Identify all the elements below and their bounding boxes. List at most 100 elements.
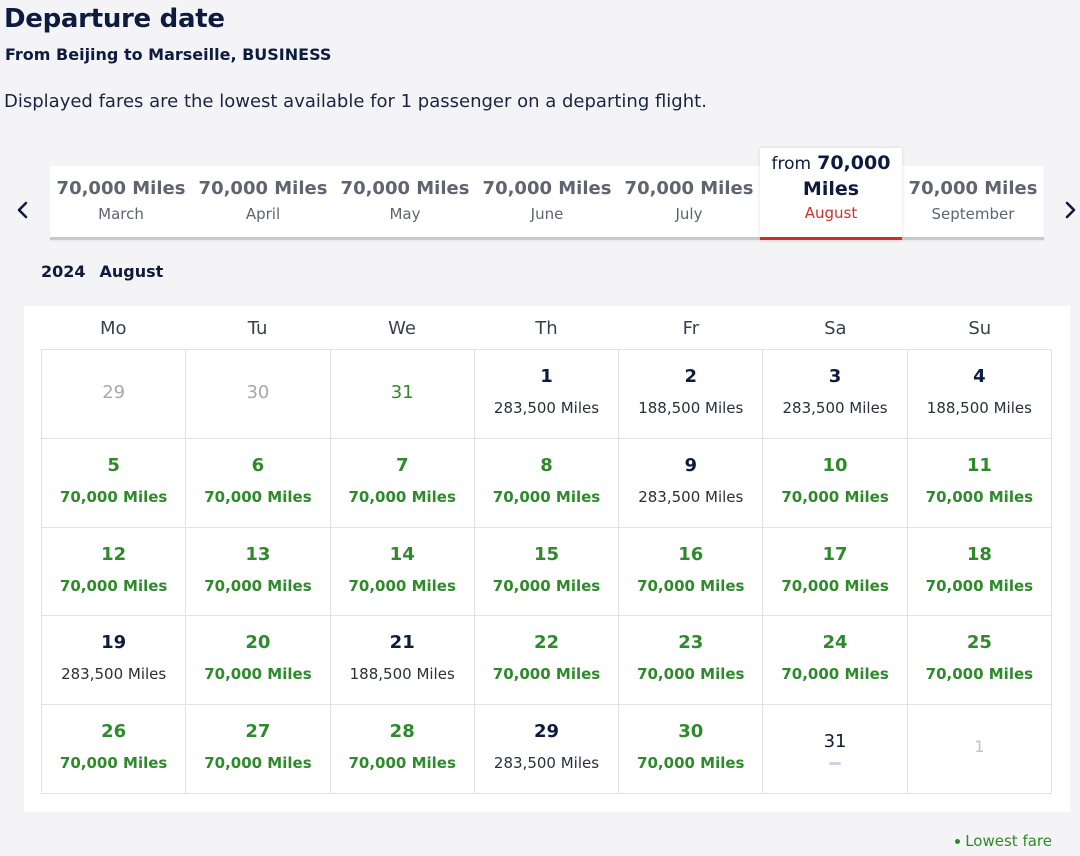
day-number: 31 xyxy=(390,382,414,403)
day-number: 29 xyxy=(533,721,560,743)
day-number: 5 xyxy=(107,454,120,476)
calendar-day[interactable]: 28 70,000 Miles xyxy=(330,705,475,794)
day-number: 11 xyxy=(966,454,992,476)
month-miles: 70,000 Miles xyxy=(482,178,612,199)
calendar-day[interactable]: 15 70,000 Miles xyxy=(474,527,620,617)
calendar-day: 30 xyxy=(186,350,331,439)
active-month-price: from 70,000 xyxy=(760,152,902,174)
weekday-label: Sa xyxy=(824,318,847,339)
calendar-day[interactable]: 2 188,500 Miles xyxy=(619,350,764,439)
day-number: 15 xyxy=(533,543,560,565)
weekday-label: We xyxy=(388,318,416,339)
day-price: 283,500 Miles xyxy=(493,399,600,417)
day-number: 26 xyxy=(101,721,127,743)
day-number: 21 xyxy=(389,632,415,654)
day-price: 70,000 Miles xyxy=(492,665,601,684)
day-number: 4 xyxy=(973,366,986,387)
calendar-day[interactable]: 31 xyxy=(330,350,475,439)
calendar-day[interactable]: 14 70,000 Miles xyxy=(330,527,475,617)
calendar-day[interactable]: 10 70,000 Miles xyxy=(763,438,908,528)
calendar-day[interactable]: 23 70,000 Miles xyxy=(619,616,764,706)
calendar-day[interactable]: 26 70,000 Miles xyxy=(42,705,187,794)
day-price: 70,000 Miles xyxy=(492,576,601,595)
calendar-day[interactable]: 1 283,500 Miles xyxy=(474,350,620,439)
day-number: 13 xyxy=(245,543,271,565)
day-number: 30 xyxy=(246,382,270,403)
month-miles: 70,000 Miles xyxy=(908,178,1038,199)
calendar-day: 1 xyxy=(907,705,1052,794)
calendar-year: 2024 xyxy=(41,262,86,281)
day-price: 70,000 Miles xyxy=(204,754,312,773)
active-month-prefix: from xyxy=(771,154,812,174)
calendar-panel xyxy=(24,306,1070,812)
calendar-day[interactable]: 6 70,000 Miles xyxy=(186,438,331,528)
day-price: 70,000 Miles xyxy=(925,576,1034,595)
month-tab-april[interactable]: 70,000 Miles April xyxy=(192,166,334,238)
calendar-day[interactable]: 4 188,500 Miles xyxy=(907,350,1052,439)
calendar-day[interactable]: 19 283,500 Miles xyxy=(42,616,187,706)
calendar-day[interactable]: 31 xyxy=(763,705,908,794)
weekday-label: Su xyxy=(968,318,992,339)
calendar-day[interactable]: 18 70,000 Miles xyxy=(907,527,1052,617)
day-number: 27 xyxy=(245,721,271,743)
weekday-label: Th xyxy=(535,318,558,339)
day-price: 70,000 Miles xyxy=(348,576,456,595)
calendar-grid: 29 30 31 1 283,500 Miles 2 188,500 Miles 3 283,5… xyxy=(41,349,1052,794)
calendar-day[interactable]: 5 70,000 Miles xyxy=(42,438,187,528)
day-number: 9 xyxy=(684,454,698,476)
calendar-day[interactable]: 16 70,000 Miles xyxy=(619,527,764,617)
month-tab-march[interactable]: 70,000 Miles March xyxy=(50,166,192,238)
month-tab-september[interactable]: 70,000 Miles September xyxy=(902,166,1044,238)
month-tab-june[interactable]: 70,000 Miles June xyxy=(476,166,618,238)
calendar-day[interactable]: 24 70,000 Miles xyxy=(763,616,908,706)
calendar-day[interactable]: 12 70,000 Miles xyxy=(42,527,187,617)
calendar-day[interactable]: 27 70,000 Miles xyxy=(186,705,331,794)
day-number: 2 xyxy=(684,366,698,387)
day-price: 70,000 Miles xyxy=(925,665,1034,684)
day-price: 188,500 Miles xyxy=(926,399,1032,417)
day-number: 1 xyxy=(540,366,553,387)
month-miles: 70,000 Miles xyxy=(340,178,470,199)
month-tab-may[interactable]: 70,000 Miles May xyxy=(334,166,476,238)
calendar-day[interactable]: 11 70,000 Miles xyxy=(907,438,1052,528)
day-price: 70,000 Miles xyxy=(781,665,889,684)
calendar-day[interactable]: 21 188,500 Miles xyxy=(330,616,475,706)
day-price: 70,000 Miles xyxy=(637,576,745,595)
day-price: 70,000 Miles xyxy=(59,487,168,506)
day-price: 70,000 Miles xyxy=(781,576,889,595)
calendar-day[interactable]: 9 283,500 Miles xyxy=(619,438,764,528)
previous-months-button[interactable] xyxy=(11,196,35,224)
day-number: 12 xyxy=(101,543,127,565)
day-price: 70,000 Miles xyxy=(781,487,889,506)
calendar-day[interactable]: 17 70,000 Miles xyxy=(763,527,908,617)
day-number: 31 xyxy=(823,731,847,753)
calendar-day[interactable]: 22 70,000 Miles xyxy=(474,616,620,706)
day-number: 22 xyxy=(533,632,560,654)
day-number: 30 xyxy=(678,721,704,743)
day-price: 70,000 Miles xyxy=(59,576,168,595)
month-tab-july[interactable]: 70,000 Miles July xyxy=(618,166,760,238)
calendar-day[interactable]: 8 70,000 Miles xyxy=(474,438,620,528)
day-price: 283,500 Miles xyxy=(493,754,600,773)
calendar-day[interactable]: 30 70,000 Miles xyxy=(619,705,764,794)
active-month-unit: Miles xyxy=(802,178,860,200)
day-number: 25 xyxy=(966,632,992,654)
calendar-day[interactable]: 29 283,500 Miles xyxy=(474,705,620,794)
month-name: June xyxy=(530,205,564,223)
day-price: 283,500 Miles xyxy=(638,487,744,506)
month-tab-august-active[interactable]: from 70,000 Miles August xyxy=(760,148,902,240)
calendar-day: 29 xyxy=(42,350,187,439)
day-price: 70,000 Miles xyxy=(637,665,745,684)
day-number: 24 xyxy=(822,632,848,654)
calendar-day[interactable]: 13 70,000 Miles xyxy=(186,527,331,617)
month-miles: 70,000 Miles xyxy=(56,178,186,199)
calendar-day[interactable]: 20 70,000 Miles xyxy=(186,616,331,706)
loading-indicator xyxy=(829,762,842,766)
calendar-day[interactable]: 7 70,000 Miles xyxy=(330,438,475,528)
calendar-day[interactable]: 3 283,500 Miles xyxy=(763,350,908,439)
day-price: 70,000 Miles xyxy=(348,754,456,773)
weekday-label: Tu xyxy=(247,318,268,339)
next-months-button[interactable] xyxy=(1058,196,1080,224)
day-number: 17 xyxy=(822,543,848,565)
calendar-day[interactable]: 25 70,000 Miles xyxy=(907,616,1052,706)
